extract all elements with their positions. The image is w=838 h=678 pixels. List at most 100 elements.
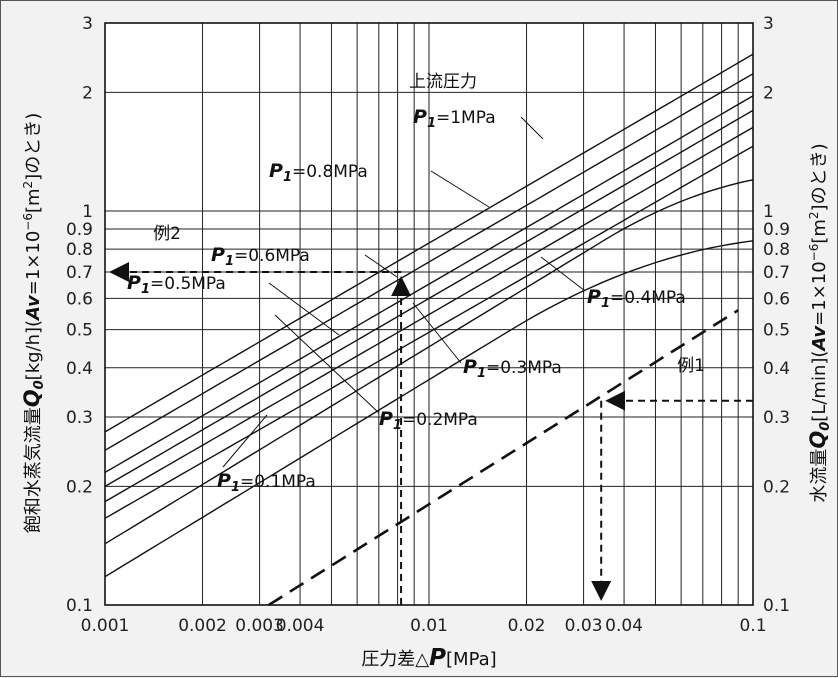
series-label-subscript: 1	[225, 254, 234, 269]
series-label: P1=0.1MPa	[217, 470, 316, 495]
series-label: P1=0.5MPa	[127, 272, 226, 297]
y-tick-label-left: 3	[82, 14, 93, 34]
y-axis-label-right-paren-d: ]のとき)	[809, 143, 830, 211]
y-axis-label-left-subscript: 0	[32, 380, 47, 389]
example1-label: 例1	[677, 356, 705, 376]
y-tick-label-right: 0.4	[763, 359, 790, 379]
series-label-leader	[540, 256, 586, 292]
y-axis-label-right-av: Av	[809, 325, 830, 353]
series-label-subscript: 1	[393, 418, 402, 433]
steam-flow-line	[104, 179, 754, 545]
series-label: P1=0.4MPa	[587, 286, 686, 311]
series-label-value: =0.3MPa	[486, 358, 562, 378]
series-label-symbol: P	[217, 470, 231, 492]
series-label-subscript: 1	[477, 366, 486, 381]
y-tick-label-left: 0.6	[66, 289, 93, 309]
y-tick-label-left: 0.7	[66, 263, 93, 283]
series-label-value: =0.4MPa	[610, 288, 686, 308]
plot-border	[104, 22, 754, 606]
y-axis-label-left-symbol: Q	[20, 389, 44, 407]
y-tick-label-left: 0.8	[66, 240, 93, 260]
series-label-subscript: 1	[601, 296, 610, 311]
y-axis-label-right-paren-b: =1×10	[809, 261, 830, 326]
steam-flow-line	[104, 109, 754, 488]
x-tick-label: 0.03	[565, 616, 603, 636]
steam-flow-line	[104, 126, 754, 503]
water-flow-line	[268, 309, 739, 607]
x-axis-label-main: 圧力差△	[361, 649, 429, 670]
series-label-symbol: P	[413, 106, 427, 128]
y-tick-label-left: 0.3	[66, 408, 93, 428]
series-label: P1=1MPa	[413, 106, 496, 131]
y-axis-label-left-av: Av	[23, 294, 44, 322]
series-label-subscript: 1	[141, 282, 150, 297]
y-axis-label-left-text: 飽和水蒸気流量	[23, 407, 44, 533]
x-tick-label: 0.003	[235, 616, 284, 636]
steam-flow-line	[104, 53, 754, 433]
series-label-symbol: P	[211, 244, 225, 266]
y-tick-label-left: 2	[82, 83, 93, 103]
y-tick-label-left: 0.9	[66, 220, 93, 240]
series-label: P1=0.3MPa	[463, 356, 562, 381]
x-axis-label: 圧力差△P[MPa]	[361, 645, 496, 671]
series-label-symbol: P	[587, 286, 601, 308]
y-tick-label-right: 3	[763, 14, 774, 34]
series-label: P1=0.8MPa	[269, 160, 368, 185]
series-label-leader	[430, 170, 490, 208]
y-tick-label-right: 0.6	[763, 289, 790, 309]
series-label-symbol: P	[463, 356, 477, 378]
series-label-value: =0.8MPa	[292, 162, 368, 182]
y-axis-label-left-square: 2	[21, 181, 35, 189]
series-label-value: =0.6MPa	[234, 246, 310, 266]
y-tick-label-left: 0.5	[66, 321, 93, 341]
y-tick-label-left: 0.2	[66, 477, 93, 497]
series-label-leader	[268, 282, 340, 336]
y-axis-label-right-exponent: −6	[807, 244, 821, 262]
steam-flow-line	[104, 95, 754, 474]
y-axis-label-left-group: 飽和水蒸気流量Q0[kg/h](Av=1×10−6[m2]のとき)	[20, 113, 47, 533]
y-tick-label-right: 2	[763, 83, 774, 103]
y-axis-label-right-subscript: 0	[818, 422, 833, 431]
y-axis-label-right: 水流量Q0[L/min](Av=1×10−6[m2]のとき)	[806, 143, 833, 502]
y-tick-label-left: 1	[82, 202, 93, 222]
y-tick-label-right: 0.2	[763, 477, 790, 497]
y-axis-label-right-unit: [L/min]	[809, 358, 830, 422]
y-tick-label-right: 0.5	[763, 321, 790, 341]
y-axis-label-right-paren-a: (	[809, 351, 830, 358]
series-label: P1=0.2MPa	[379, 408, 478, 433]
series-label-value: =1MPa	[436, 108, 496, 128]
y-axis-label-left-paren-b: =1×10	[23, 231, 44, 296]
y-axis-label-left-unit: [kg/h]	[23, 327, 44, 380]
y-tick-label-right: 1	[763, 202, 774, 222]
x-tick-label: 0.01	[410, 616, 448, 636]
y-tick-label-right: 0.3	[763, 408, 790, 428]
x-tick-label: 0.001	[81, 616, 130, 636]
y-axis-label-left-paren-d: ]のとき)	[23, 113, 44, 181]
y-tick-label-right: 0.8	[763, 240, 790, 260]
y-tick-label-left: 0.1	[66, 596, 93, 616]
series-label-value: =0.5MPa	[150, 274, 226, 294]
y-axis-label-right-symbol: Q	[806, 431, 830, 449]
x-tick-label: 0.002	[178, 616, 227, 636]
series-label-leader	[412, 302, 462, 364]
series-label-symbol: P	[269, 160, 283, 182]
y-tick-label-right: 0.9	[763, 220, 790, 240]
y-axis-label-left: 飽和水蒸気流量Q0[kg/h](Av=1×10−6[m2]のとき)	[20, 113, 47, 533]
y-axis-label-left-paren-c: [m	[23, 188, 44, 213]
series-label-leader	[520, 116, 544, 140]
y-tick-label-right: 0.1	[763, 596, 790, 616]
series-label-leader	[222, 414, 268, 468]
x-axis-label-symbol: P	[429, 645, 446, 671]
series-label-leader	[364, 254, 398, 278]
x-tick-label: 0.1	[739, 616, 766, 636]
series-label-subscript: 1	[231, 480, 240, 495]
series-label-leader	[274, 314, 380, 414]
example2-label: 例2	[153, 224, 181, 244]
steam-flow-line	[104, 145, 754, 519]
steam-flow-line	[104, 73, 754, 451]
x-tick-label: 0.02	[508, 616, 546, 636]
series-label-symbol: P	[127, 272, 141, 294]
series-label-value: =0.2MPa	[402, 410, 478, 430]
